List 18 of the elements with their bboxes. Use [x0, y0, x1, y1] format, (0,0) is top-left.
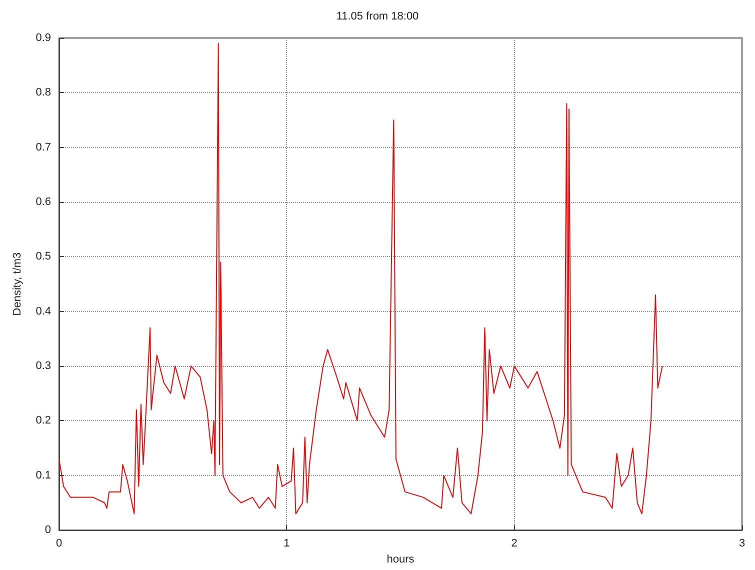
y-tick-label: 0.8 — [36, 86, 51, 99]
x-tick-label: 0 — [56, 538, 62, 550]
y-tick-label: 0.6 — [36, 196, 51, 208]
x-axis-title: hours — [386, 554, 415, 566]
y-tick-label: 0.5 — [36, 250, 51, 263]
y-tick-label: 0.1 — [36, 469, 51, 482]
y-axis-title: Density, t/m3 — [12, 252, 24, 316]
line-series — [58, 42, 663, 514]
y-tick-label: 0.4 — [36, 305, 51, 318]
y-tick-label: 0.9 — [36, 32, 51, 44]
y-tick-label: 0.3 — [36, 360, 51, 372]
x-tick-label: 1 — [284, 538, 290, 550]
y-tick-label: 0.2 — [36, 414, 51, 427]
x-tick-label: 2 — [511, 538, 518, 550]
chart-title: 11.05 from 18:00 — [336, 10, 419, 22]
y-tick-label: 0.7 — [36, 141, 51, 154]
y-tick-label: 0 — [44, 524, 51, 536]
x-tick-label: 3 — [738, 538, 746, 550]
